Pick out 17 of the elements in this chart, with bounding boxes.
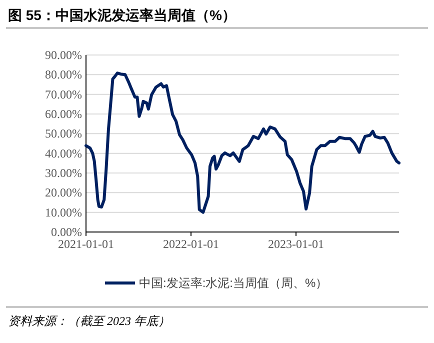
y-tick-label: 70.00% bbox=[45, 87, 82, 102]
x-tick-label: 2023-01-01 bbox=[268, 237, 324, 251]
line-series bbox=[84, 72, 400, 214]
y-tick-label: 30.00% bbox=[45, 166, 82, 180]
y-tick-label: 60.00% bbox=[45, 107, 82, 121]
y-tick-label: 10.00% bbox=[45, 205, 82, 220]
y-tick-label: 0.00% bbox=[51, 225, 82, 239]
chart-title: 图 55：中国水泥发运率当周值（%） bbox=[8, 7, 236, 23]
legend-label: 中国:发运率:水泥:当周值（周、%） bbox=[139, 276, 328, 290]
y-tick-label: 20.00% bbox=[45, 186, 82, 200]
x-tick-label: 2021-01-01 bbox=[58, 237, 114, 251]
y-tick-label: 80.00% bbox=[45, 68, 82, 82]
y-tick-label: 50.00% bbox=[45, 126, 82, 141]
x-tick-label: 2022-01-01 bbox=[163, 237, 220, 251]
text: 资料来源：（截至 2023 年底） bbox=[8, 314, 170, 328]
y-tick-label: 40.00% bbox=[45, 146, 82, 160]
y-tick-label: 90.00% bbox=[45, 48, 82, 62]
